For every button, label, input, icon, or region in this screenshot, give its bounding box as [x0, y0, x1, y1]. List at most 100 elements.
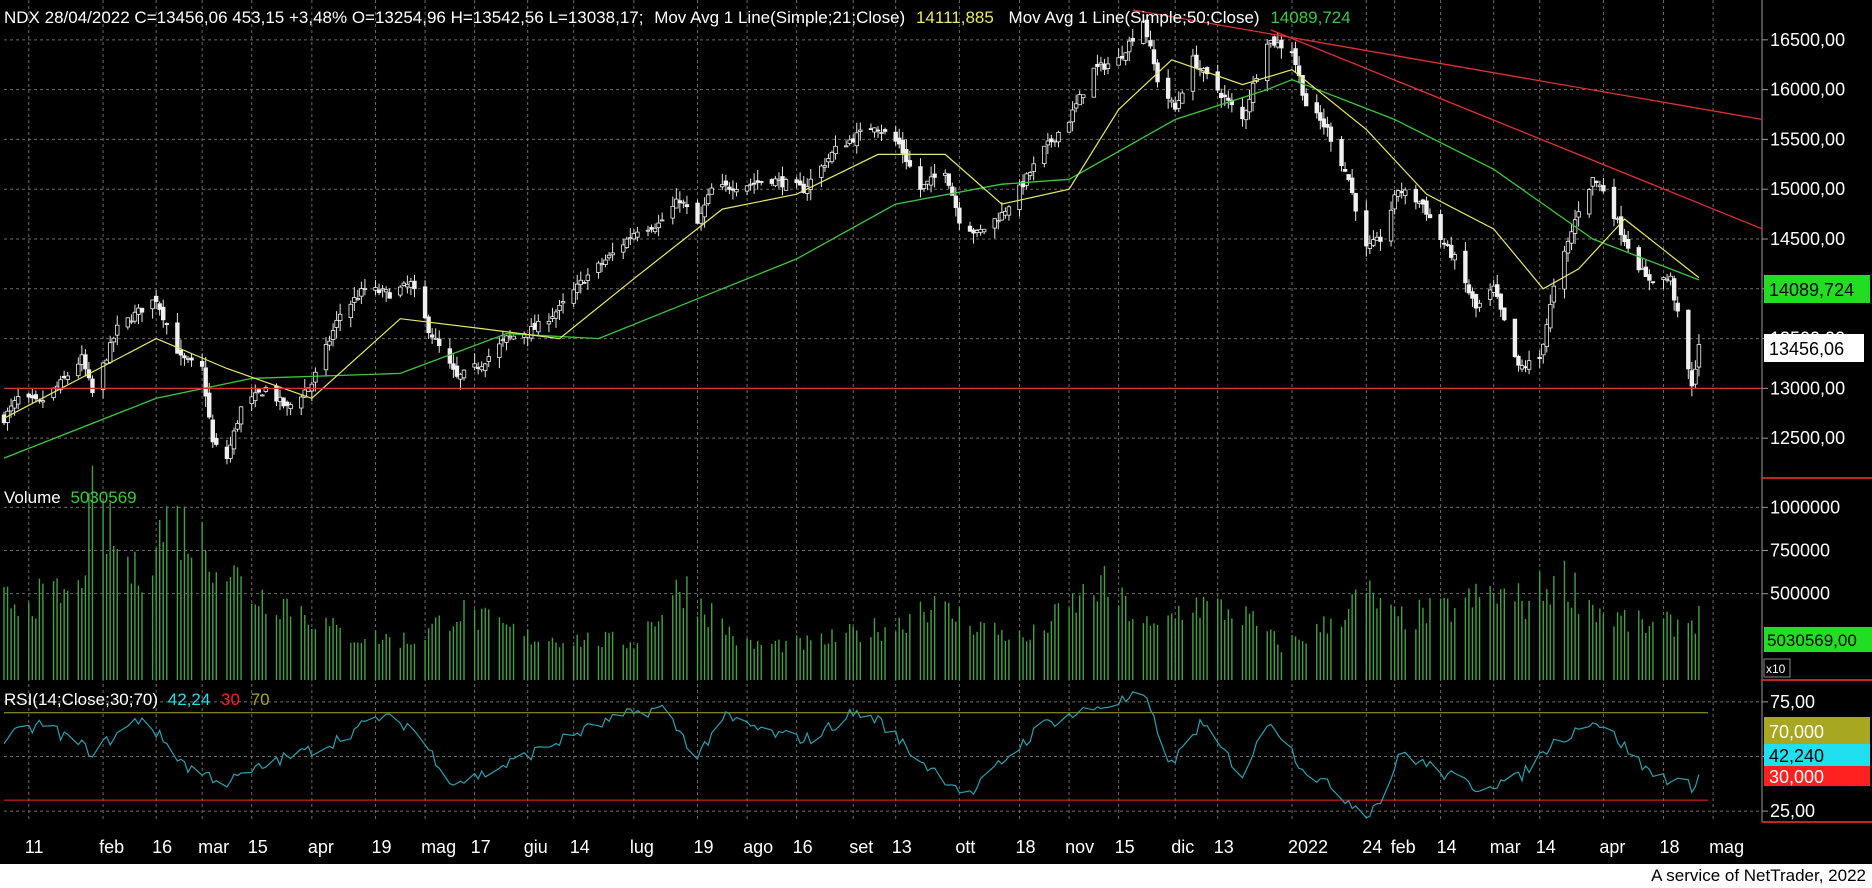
candle-body: [826, 158, 831, 163]
trend-line: [1270, 29, 1763, 230]
candle-body: [1346, 174, 1351, 181]
candle-body: [996, 220, 1001, 223]
candle-body: [755, 180, 760, 183]
candle-body: [904, 149, 909, 163]
candle-body: [454, 365, 460, 377]
x-tick-label: mag: [1709, 837, 1744, 857]
ma21-line: [3, 59, 1700, 419]
candle-body: [231, 430, 237, 450]
rsi-70-badge: 70,000: [1764, 717, 1870, 744]
price-y-tick-label: 15000,00: [1770, 179, 1845, 199]
candle-body: [957, 207, 962, 224]
candle-body: [843, 145, 849, 148]
ma50-badge: 14089,724: [1764, 275, 1870, 303]
candle-body: [1364, 210, 1369, 247]
candle-body: [546, 321, 552, 325]
rsi-header: RSI(14;Close;30;70) 42,24 30 70: [4, 690, 270, 709]
rsi-low-level: 30: [221, 690, 240, 709]
volume-label: Volume: [4, 488, 61, 507]
candle-body: [429, 334, 435, 338]
candle-body: [1693, 368, 1698, 385]
rsi-value-badge-text: 42,240: [1769, 746, 1824, 766]
candle-body: [624, 238, 629, 249]
candle-body: [1689, 370, 1695, 387]
volume-multiplier: x10: [1766, 662, 1786, 676]
x-tick-label: apr: [1599, 837, 1625, 857]
candle-body: [1243, 110, 1249, 121]
candle-body: [139, 307, 145, 313]
candle-body: [1519, 365, 1525, 370]
candle-body: [1339, 139, 1344, 167]
candle-body: [1066, 121, 1072, 133]
candle-body: [783, 179, 789, 191]
candle-body: [1003, 211, 1008, 216]
candle-body: [309, 383, 315, 392]
candle-body: [819, 165, 824, 178]
candle-body: [893, 131, 898, 142]
candle-body: [981, 228, 987, 233]
candle-body: [1353, 193, 1358, 212]
candle-body: [560, 301, 566, 304]
x-tick-label: 18: [1016, 837, 1036, 857]
candle-body: [1265, 43, 1270, 82]
candle-body: [1587, 189, 1592, 215]
candle-body: [999, 212, 1005, 221]
x-tick-label: giu: [524, 837, 548, 857]
candle-body: [214, 437, 219, 445]
candle-body: [907, 160, 913, 167]
candle-body: [759, 181, 764, 183]
candle-body: [833, 145, 838, 155]
candle-body: [1449, 244, 1454, 258]
x-tick-label: feb: [99, 837, 124, 857]
candle-body: [398, 286, 403, 296]
x-tick-label: mar: [198, 837, 229, 857]
candle-body: [808, 178, 813, 190]
candle-body: [1119, 55, 1125, 59]
candle-body: [129, 320, 134, 323]
candle-body: [1056, 131, 1061, 143]
candle-body: [1077, 94, 1082, 106]
candle-body: [1512, 318, 1518, 357]
candle-body: [1130, 38, 1135, 42]
stock-chart[interactable]: 11 feb 16 mar 15 apr 19 mag 17 giu 14 lug 19 ago 16 set…: [0, 0, 1872, 864]
candle-body: [352, 297, 357, 303]
candle-body: [822, 165, 828, 168]
candle-body: [585, 274, 591, 281]
candle-body: [978, 228, 983, 233]
candle-body: [1427, 214, 1433, 219]
candle-body: [1180, 92, 1185, 104]
candle-body: [1452, 254, 1457, 261]
candle-body: [161, 306, 166, 321]
x-tick-label: mar: [1490, 837, 1521, 857]
candle-body: [967, 225, 973, 232]
candle-body: [882, 129, 888, 132]
candle-body: [1325, 123, 1330, 128]
candle-body: [918, 166, 923, 190]
candle-body: [224, 446, 230, 459]
candle-body: [925, 180, 930, 185]
candle-body: [1576, 211, 1581, 218]
candle-body: [33, 394, 39, 400]
candle-body: [599, 263, 605, 266]
candle-body: [1250, 82, 1256, 103]
candle-body: [157, 303, 162, 310]
candle-body: [1590, 177, 1595, 187]
rsi-30-badge: 30,000: [1764, 766, 1870, 787]
candle-body: [1541, 343, 1546, 356]
candle-body: [1544, 324, 1549, 348]
candle-body: [1176, 100, 1181, 109]
candle-body: [1289, 51, 1295, 53]
candle-body: [1611, 186, 1617, 219]
candle-body: [723, 180, 729, 186]
footer-credit: A service of NetTrader, 2022: [0, 864, 1872, 888]
candle-body: [1144, 19, 1150, 38]
candle-body: [656, 222, 661, 229]
candle-body: [277, 396, 283, 403]
candle-body: [1151, 49, 1157, 65]
candle-body: [313, 371, 318, 383]
rsi-label: RSI(14;Close;30;70): [4, 690, 158, 709]
candle-body: [900, 139, 905, 154]
candle-body: [932, 173, 937, 178]
candle-body: [433, 337, 438, 340]
candle-body: [30, 395, 35, 399]
